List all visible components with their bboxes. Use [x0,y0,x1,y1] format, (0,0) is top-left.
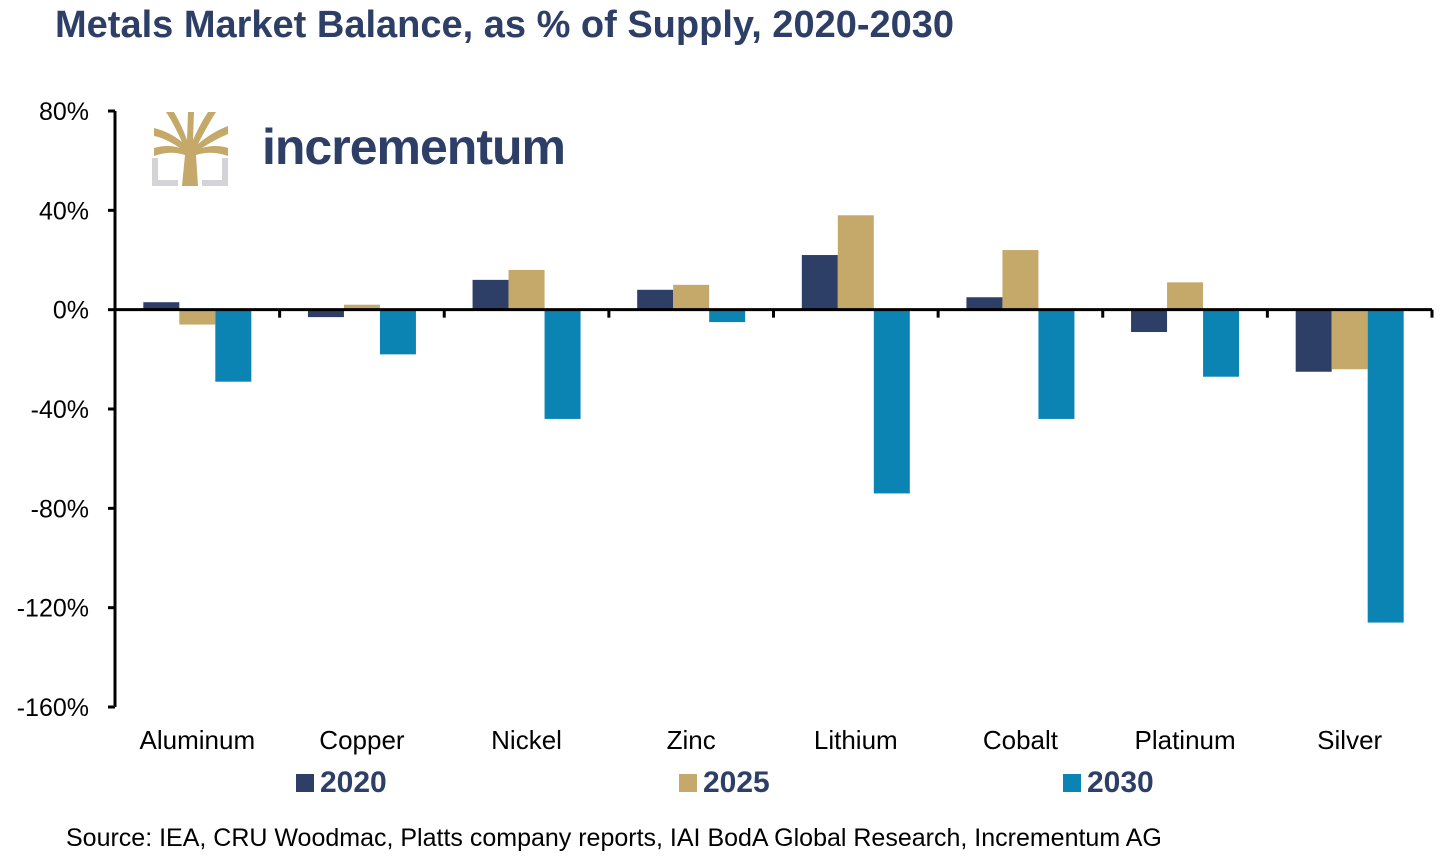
bar-lithium-2020 [801,255,838,310]
legend-swatch [679,774,697,792]
category-label: Platinum [1134,725,1235,755]
source-note: Source: IEA, CRU Woodmac, Platts company… [66,824,1162,852]
bar-copper-2030 [379,309,416,355]
bar-nickel-2020 [472,279,509,310]
chart-title: Metals Market Balance, as % of Supply, 2… [55,4,955,46]
legend-item-2020: 2020 [296,766,387,800]
y-tick-label: -80% [31,495,89,523]
legend-swatch [1063,774,1081,792]
legend-item-2030: 2030 [1063,766,1154,800]
bar-zinc-2030 [709,309,746,323]
category-label: Silver [1317,725,1382,755]
bar-silver-2030 [1367,309,1404,623]
legend-item-2025: 2025 [679,766,770,800]
category-label: Cobalt [983,725,1059,755]
legend-label: 2020 [320,766,387,799]
y-tick-label: 40% [39,197,89,225]
bar-copper-2025 [343,304,380,310]
bar-cobalt-2030 [1038,309,1075,419]
legend-swatch [296,774,314,792]
bar-aluminum-2030 [215,309,252,382]
bar-nickel-2030 [544,309,581,419]
y-tick-label: 0% [53,297,89,325]
bar-zinc-2025 [673,284,710,310]
bar-cobalt-2020 [966,297,1003,310]
category-label: Zinc [667,725,716,755]
bar-nickel-2025 [508,269,545,310]
category-label: Copper [319,725,405,755]
category-label: Lithium [814,725,898,755]
y-tick-label: 80% [39,98,89,126]
bar-platinum-2020 [1131,309,1168,333]
bar-silver-2020 [1295,309,1332,372]
legend-label: 2030 [1087,766,1154,799]
bar-platinum-2025 [1167,282,1204,310]
bar-copper-2020 [307,309,344,318]
y-tick-label: -120% [17,595,89,623]
y-tick-label: -40% [31,396,89,424]
bar-silver-2025 [1331,309,1368,370]
tree-logo-icon [152,112,228,186]
bar-aluminum-2025 [179,309,216,325]
bar-aluminum-2020 [143,302,180,310]
legend-label: 2025 [703,766,770,799]
logo-text: incrementum [262,119,566,175]
bar-cobalt-2025 [1002,250,1039,310]
category-label: Aluminum [140,725,256,755]
category-label: Nickel [491,725,562,755]
bar-lithium-2025 [837,215,874,310]
y-tick-label: -160% [17,694,89,722]
bar-lithium-2030 [873,309,910,494]
bar-platinum-2030 [1203,309,1240,377]
bar-zinc-2020 [637,289,674,310]
